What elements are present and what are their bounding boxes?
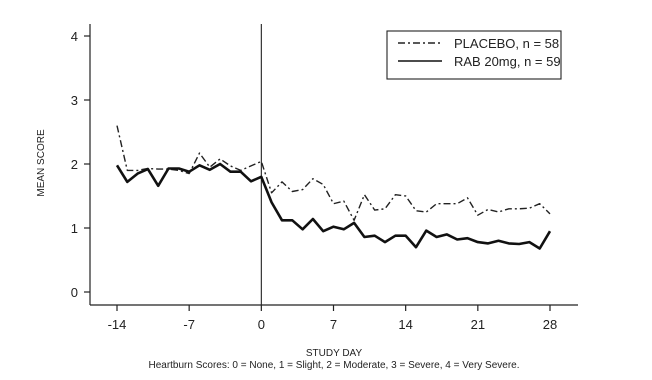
series-line-rab (115, 162, 552, 250)
y-tick-label: 4 (71, 29, 78, 44)
x-tick-label: 0 (258, 317, 265, 332)
axes: 0 1 2 3 4 -14 -7 0 7 14 21 28 (71, 24, 578, 332)
x-tick-label: 21 (471, 317, 485, 332)
x-tick-label: 14 (398, 317, 412, 332)
x-tick-label: 7 (330, 317, 337, 332)
footnote: Heartburn Scores: 0 = None, 1 = Slight, … (148, 360, 519, 371)
x-tick-label: -14 (108, 317, 127, 332)
legend: PLACEBO, n = 58 RAB 20mg, n = 59 (386, 30, 562, 80)
y-tick-label: 0 (71, 285, 78, 300)
series-line-placebo (116, 125, 551, 222)
x-tick-label: -7 (183, 317, 195, 332)
legend-label: RAB 20mg, n = 59 (454, 54, 561, 69)
y-tick-label: 1 (71, 221, 78, 236)
y-tick-label: 3 (71, 93, 78, 108)
y-axis-label: MEAN SCORE (36, 129, 47, 197)
x-tick-label: 28 (543, 317, 557, 332)
legend-label: PLACEBO, n = 58 (454, 36, 559, 51)
y-tick-label: 2 (71, 157, 78, 172)
legend-box (386, 30, 562, 80)
series-layer (115, 125, 552, 250)
x-axis-label: STUDY DAY (306, 348, 363, 359)
